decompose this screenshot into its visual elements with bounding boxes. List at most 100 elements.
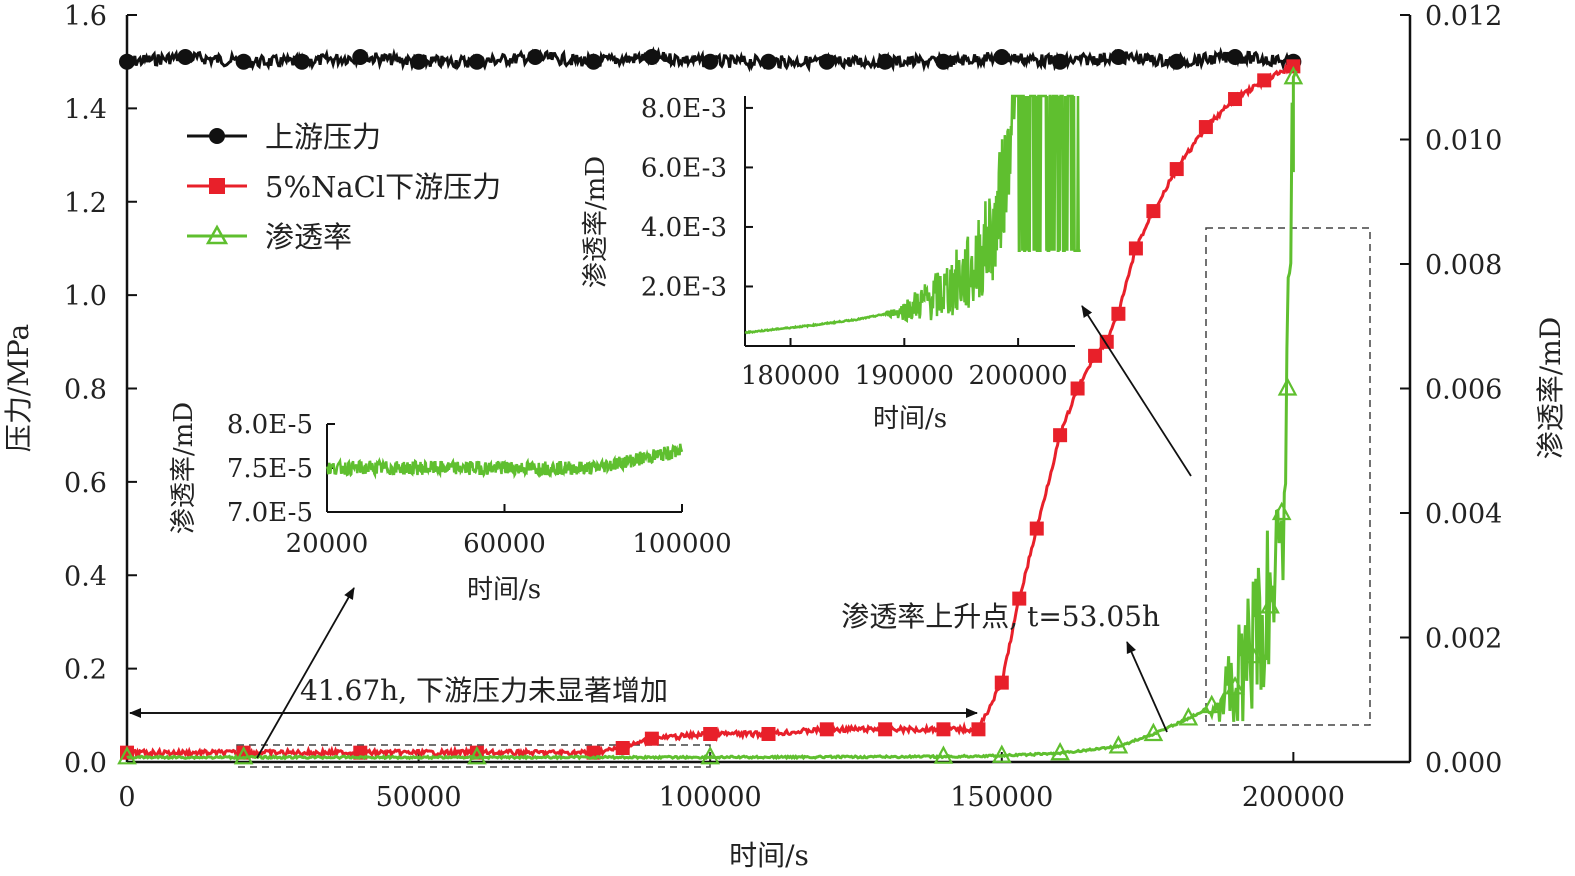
y-left-tick-label: 0.2 [64,655,107,686]
y-left-tick-label: 1.2 [64,188,107,219]
legend-marker-upstream [209,128,225,144]
data-point [1052,53,1069,70]
data-point [703,726,718,741]
arrow-to-right-inset [1081,305,1192,477]
data-point [468,53,485,70]
inset-left-y-tick-label: 7.0E-5 [227,498,313,528]
data-point [1168,53,1185,70]
arrow-rise-point [1126,641,1168,733]
y-right-tick-label: 0.010 [1425,126,1502,157]
data-point [233,745,254,765]
y-left-tick-label: 0.6 [64,468,107,499]
data-point [991,744,1012,763]
data-point [1070,381,1085,396]
x-tick-label: 200000 [1242,782,1345,813]
data-point [818,53,835,70]
y-axis-right-label: 渗透率/mD [1534,317,1567,459]
data-point [235,53,252,70]
data-point [1257,73,1272,88]
data-point [352,49,369,66]
data-point [293,53,310,70]
data-point [1201,694,1222,714]
inset-right-y-tick-label: 8.0E-3 [641,94,727,124]
data-point [1228,92,1243,107]
y-left-tick-label: 0.0 [64,748,107,779]
y-right-tick-label: 0.012 [1425,1,1502,32]
data-point [877,53,894,70]
data-point [117,745,137,765]
data-point [119,53,135,70]
series-0 [119,46,1302,73]
legend-label-upstream: 上游压力 [265,120,381,154]
inset-left-series-line [325,443,684,480]
data-point [702,53,719,70]
y-right-tick-label: 0.008 [1425,250,1502,281]
data-point [467,745,487,765]
data-point [1050,741,1070,761]
data-point [1029,521,1044,536]
data-point [700,745,721,765]
data-point [615,740,630,755]
legend-marker-permeability [205,224,229,245]
data-point [994,675,1009,690]
inset-left-x-tick-label: 100000 [632,529,731,559]
data-point [1111,306,1126,321]
data-point [1053,428,1068,443]
data-point [1277,377,1298,396]
data-point [819,722,834,737]
data-point [1169,162,1184,177]
data-point [643,49,660,66]
x-tick-label: 100000 [659,782,762,813]
legend-marker-downstream [209,178,225,194]
series-1 [120,59,1301,760]
data-point [1198,120,1213,135]
legend-label-downstream: 5%NaCl下游压力 [265,170,501,204]
x-tick-label: 150000 [950,782,1053,813]
inset-right-x-label: 时间/s [873,404,947,434]
inset-right-y-label: 渗透率/mD [581,156,611,288]
data-point [1012,591,1027,606]
data-point [527,49,544,66]
data-point [644,731,659,746]
data-point [585,53,602,70]
data-point [1242,644,1263,664]
inset-left-x-tick-label: 20000 [286,529,369,559]
y-left-tick-label: 0.8 [64,375,107,406]
data-point [177,49,194,66]
data-point [1143,722,1164,742]
inset-right-x-tick-label: 200000 [968,361,1067,391]
inset-right: 180000 190000 200000 2.0E-3 4.0E-3 6.0E-3 8.0E… [581,94,1081,434]
data-point [935,53,952,70]
inset-right-series-line [744,94,1081,335]
y-right-tick-label: 0.000 [1425,748,1502,779]
zoom-region-box-right [1205,227,1371,726]
y-right-tick-label: 0.002 [1425,624,1502,655]
arrow-to-left-inset [256,587,355,759]
data-point [1283,65,1304,85]
y-axis-left-label: 压力/MPa [2,324,35,452]
data-point [1088,348,1103,363]
data-point [1178,707,1199,726]
inset-right-y-tick-label: 6.0E-3 [641,153,727,183]
data-point [1225,675,1245,695]
data-point [760,53,777,70]
legend-label-permeability: 渗透率 [265,220,352,254]
inset-left-x-label: 时间/s [467,575,541,605]
annotation-rise-point: 渗透率上升点, t=53.05h [841,600,1160,633]
data-point [1146,204,1161,219]
annotation-span: 41.67h, 下游压力未显著增加 [300,674,668,707]
data-point [1271,501,1292,521]
y-right-tick-label: 0.006 [1425,375,1502,406]
inset-left-y-tick-label: 8.0E-5 [227,410,313,440]
data-point [971,722,986,737]
data-point [878,722,893,737]
x-tick-label: 50000 [376,782,462,813]
y-right-tick-label: 0.004 [1425,499,1502,530]
inset-right-y-tick-label: 2.0E-3 [641,272,727,302]
y-left-tick-label: 1.0 [64,281,107,312]
series-line [126,70,1298,761]
data-point [1227,49,1244,66]
inset-left-y-label: 渗透率/mD [169,402,199,534]
